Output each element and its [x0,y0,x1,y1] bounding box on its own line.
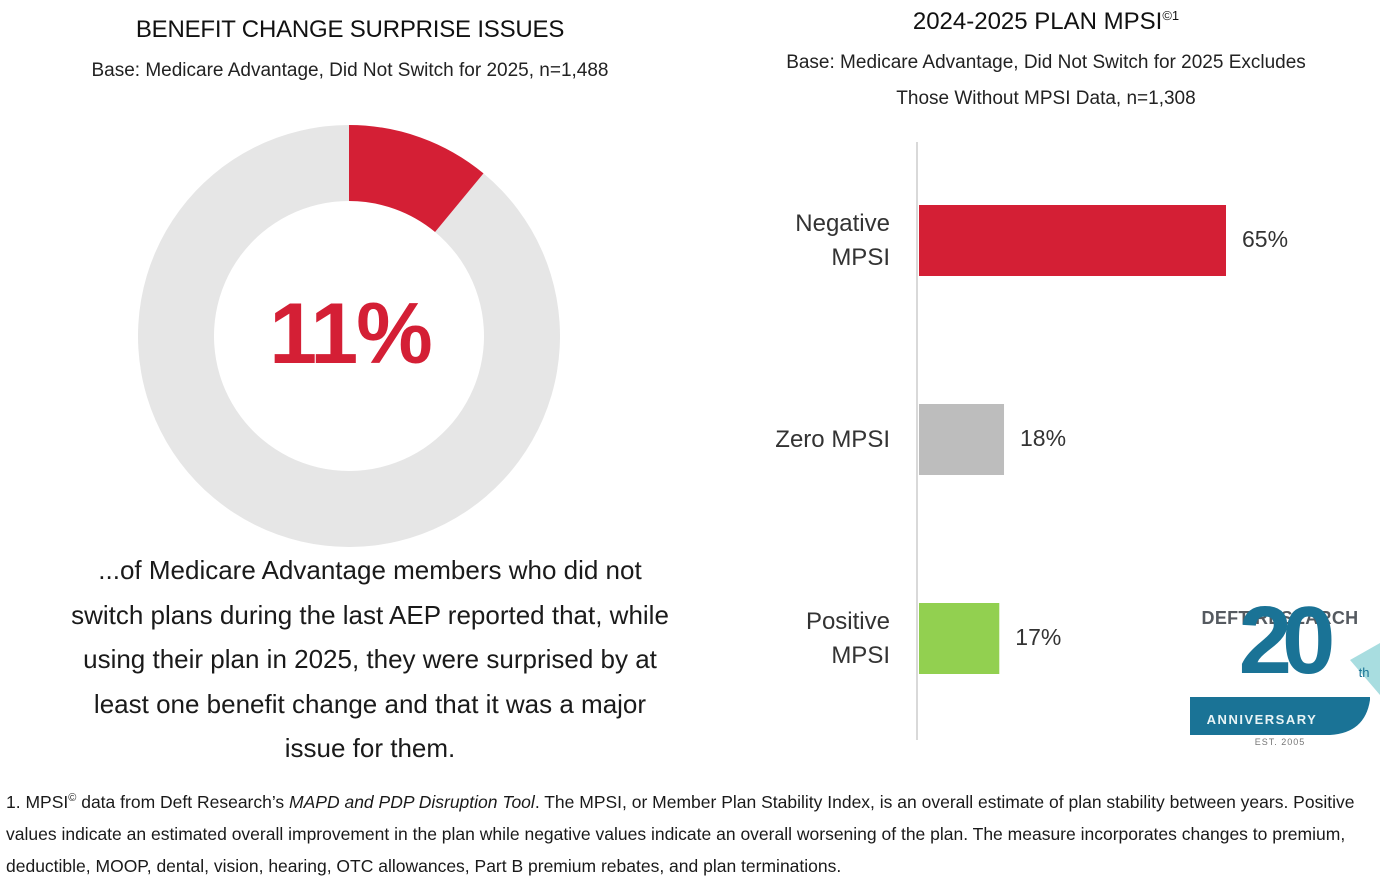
bar-category-label-line: MPSI [831,243,890,271]
logo-ordinal: th [1359,665,1370,680]
bar-chart [916,142,1226,740]
footnote: 1. MPSI© data from Deft Research’s MAPD … [6,782,1390,882]
logo-ribbon [1190,697,1370,735]
bar-category-label-line: Positive [805,607,890,635]
bar-category-label-line: Negative [795,209,890,237]
donut-description: ...of Medicare Advantage members who did… [71,555,669,763]
logo-number: 20 [1239,605,1332,694]
bar-category-label: Positive MPSI [690,605,890,673]
bar-chart-subtitle-line2: Those Without MPSI Data, n=1,308 [896,88,1196,109]
bar-category-label: Zero MPSI [690,423,890,457]
donut-slice-highlight [349,125,484,232]
logo-ordinal-pennant [1350,643,1380,695]
bar-positive-mpsi [919,603,1000,674]
footnote-copyright: © [68,792,77,804]
logo-brand-text: DEFT RESEARCH [1201,608,1359,628]
deft-research-20th-anniversary-logo: th 20 ANNIVERSARY [1190,605,1380,735]
bar-chart-title-superscript: ©1 [1162,8,1180,23]
bar-value-label: 17% [1015,623,1062,650]
donut-chart-subtitle: Base: Medicare Advantage, Did Not Switch… [91,60,609,81]
donut-chart-title: BENEFIT CHANGE SURPRISE ISSUES [135,16,565,43]
bar-chart-title: 2024-2025 PLAN MPSI©1 [700,8,1392,36]
bar-value-label: 65% [1242,225,1289,252]
logo-ribbon-text: ANNIVERSARY [1207,712,1318,727]
footnote-text-2: . The MPSI, or Member Plan Stability Ind… [6,791,1355,876]
bar-negative-mpsi [919,205,1226,276]
bar-chart-subtitle-line1: Base: Medicare Advantage, Did Not Switch… [786,52,1306,73]
bar-zero-mpsi [919,404,1005,475]
footnote-prefix: 1. MPSI [6,791,69,812]
donut-slice-remainder [137,125,560,547]
bar-category-label-line: Zero MPSI [775,425,890,453]
logo-est-text: EST. 2005 [1254,737,1306,747]
bar-chart-title-text: 2024-2025 PLAN MPSI [912,8,1163,35]
footnote-tool-name: MAPD and PDP Disruption Tool [289,791,535,812]
donut-center-value: 11% [269,286,432,382]
footnote-text-1: data from Deft Research’s [76,791,290,812]
donut-chart [137,125,560,547]
bar-value-label: 18% [1020,424,1067,451]
bar-category-label-line: MPSI [831,641,890,669]
bar-category-label: Negative MPSI [690,207,890,275]
